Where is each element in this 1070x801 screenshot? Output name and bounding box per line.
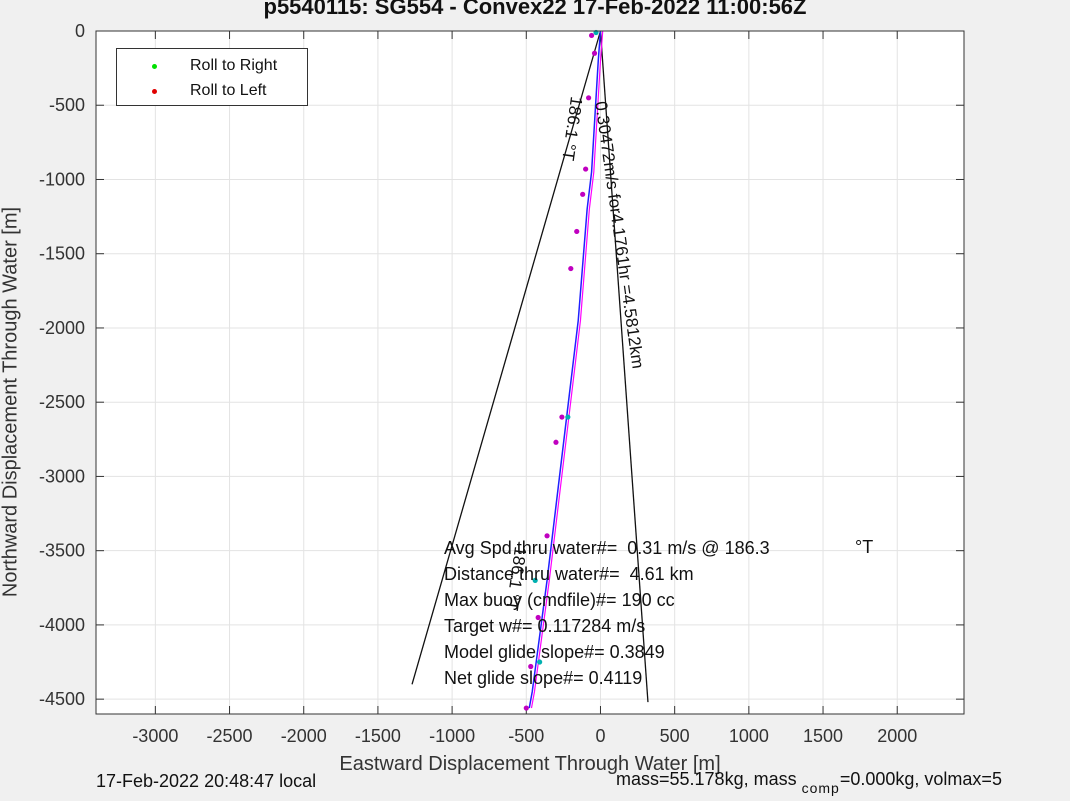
footer-local-time: 17-Feb-2022 20:48:47 local (96, 771, 317, 791)
y-tick-label: 0 (75, 21, 85, 41)
stat-target-w: Target w#= 0.117284 m/s (444, 616, 646, 636)
x-tick-label: -1500 (355, 726, 401, 746)
legend-label-roll-left: Roll to Left (190, 82, 267, 99)
roll-left-point (559, 414, 565, 420)
track-line-blue (528, 30, 602, 709)
roll-left-point (553, 439, 559, 445)
y-tick-label: -2000 (39, 318, 85, 338)
x-tick-label: 1000 (729, 726, 769, 746)
stat-net-glide: Net glide slope#= 0.4119 (444, 668, 643, 688)
x-tick-label: -2500 (207, 726, 253, 746)
roll-right-point (537, 659, 543, 665)
roll-left-point (574, 228, 580, 235)
roll-left-point (528, 663, 534, 670)
heading-line (411, 30, 602, 685)
x-tick-label: 2000 (877, 726, 917, 746)
track-line-magenta (530, 30, 604, 709)
roll-left-point (586, 95, 592, 101)
legend-marker-green (152, 64, 157, 69)
footer-mass-sub: comp (801, 780, 840, 796)
legend-marker-red (152, 89, 157, 94)
roll-left-point (544, 533, 550, 539)
x-tick-label: -1000 (429, 726, 475, 746)
footer-mass-rest: =0.000kg, volmax=5 (839, 769, 1002, 789)
roll-left-point (568, 265, 574, 272)
roll-left-point (583, 166, 589, 172)
roll-left-point (535, 614, 541, 621)
stat-degree-unit: °T (855, 537, 874, 557)
y-axis-label: Northward Displacement Through Water [m] (0, 206, 22, 598)
roll-right-point (532, 577, 538, 583)
roll-left-point (591, 50, 598, 56)
x-tick-label: -2000 (281, 726, 327, 746)
roll-left-point (523, 705, 529, 711)
y-tick-label: -4500 (39, 689, 85, 709)
y-tick-label: -3500 (39, 541, 85, 561)
roll-right-point (565, 414, 571, 420)
chart-title: p5540115: SG554 - Convex22 17-Feb-2022 1… (263, 0, 807, 19)
x-tick-label: -3000 (132, 726, 178, 746)
stat-distance: Distance thru water#= 4.61 km (444, 564, 694, 584)
heading-line (599, 30, 649, 703)
axes-box (95, 30, 965, 715)
x-tick-label: 500 (660, 726, 690, 746)
footer-mass-text: mass=55.178kg, mass (616, 769, 797, 789)
stats-block: Avg Spd thru water#= 0.31 m/s @ 186.3 Di… (444, 535, 770, 691)
y-tick-label: -3000 (39, 466, 85, 486)
legend-label-roll-right: Roll to Right (190, 57, 278, 74)
x-tick-label: 0 (595, 726, 605, 746)
x-axis-label: Eastward Displacement Through Water [m] (339, 753, 721, 775)
legend: Roll to Right Roll to Left (116, 48, 308, 106)
x-tick-label: 1500 (803, 726, 843, 746)
footer-mass: mass=55.178kg, mass comp=0.000kg, volmax… (616, 769, 1002, 796)
roll-left-point (588, 32, 595, 39)
stat-max-buoy: Max buoy (cmdfile)#= 190 cc (444, 590, 675, 610)
y-tick-label: -500 (49, 95, 85, 115)
x-tick-label: -500 (508, 726, 544, 746)
axes-background (96, 31, 964, 714)
y-tick-label: -2500 (39, 392, 85, 412)
y-tick-label: -4000 (39, 615, 85, 635)
stat-avg-speed: Avg Spd thru water#= 0.31 m/s @ 186.3 (444, 538, 770, 558)
stat-model-glide: Model glide slope#= 0.3849 (444, 642, 665, 662)
y-tick-label: -1000 (39, 169, 85, 189)
roll-left-point (580, 191, 586, 197)
y-tick-label: -1500 (39, 244, 85, 264)
